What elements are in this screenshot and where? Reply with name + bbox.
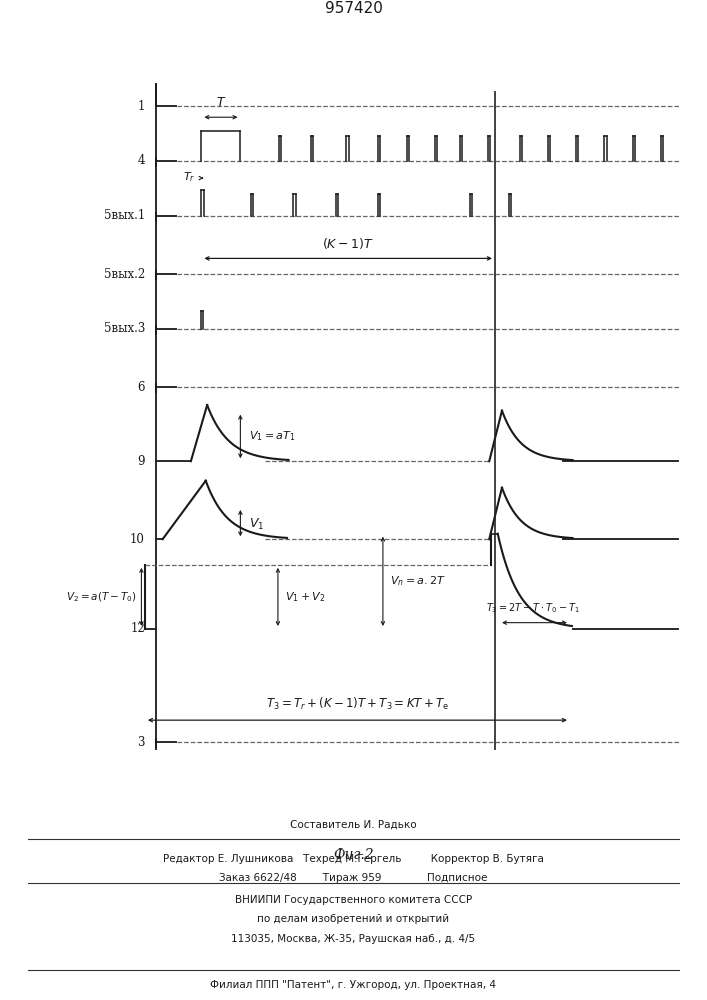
Text: $V_1$: $V_1$: [249, 517, 264, 532]
Text: 5вых.1: 5вых.1: [104, 209, 145, 222]
Text: 6: 6: [137, 381, 145, 394]
Text: 5вых.3: 5вых.3: [103, 322, 145, 335]
Text: Заказ 6622/48        Тираж 959              Подписное: Заказ 6622/48 Тираж 959 Подписное: [219, 873, 488, 883]
Text: Фиг.2: Фиг.2: [333, 848, 374, 862]
Text: 5вых.2: 5вых.2: [104, 267, 145, 280]
Text: Составитель И. Радько: Составитель И. Радько: [290, 819, 417, 829]
Text: 4: 4: [137, 154, 145, 167]
Text: 10: 10: [130, 533, 145, 546]
Text: $V_2=a(T-T_0)$: $V_2=a(T-T_0)$: [66, 590, 136, 604]
Text: 9: 9: [137, 455, 145, 468]
Text: по делам изобретений и открытий: по делам изобретений и открытий: [257, 914, 450, 924]
Text: 3: 3: [137, 736, 145, 748]
Text: 113035, Москва, Ж-35, Раушская наб., д. 4/5: 113035, Москва, Ж-35, Раушская наб., д. …: [231, 934, 476, 944]
Text: $V_1=aT_1$: $V_1=aT_1$: [249, 430, 296, 443]
Text: Филиал ППП "Патент", г. Ужгород, ул. Проектная, 4: Филиал ППП "Патент", г. Ужгород, ул. Про…: [211, 980, 496, 990]
Text: 1: 1: [138, 100, 145, 113]
Text: $(K-1)T$: $(K-1)T$: [322, 236, 374, 251]
Text: ВНИИПИ Государственного комитета СССР: ВНИИПИ Государственного комитета СССР: [235, 895, 472, 905]
Text: $V_1+V_2$: $V_1+V_2$: [285, 590, 325, 604]
Text: $V_n=a.2T$: $V_n=a.2T$: [390, 574, 445, 588]
Text: $T_3=2T-T\cdot T_0-T_1$: $T_3=2T-T\cdot T_0-T_1$: [486, 601, 580, 615]
Text: Редактор Е. Лушникова   Техред М.Гергель         Корректор В. Бутяга: Редактор Е. Лушникова Техред М.Гергель К…: [163, 854, 544, 864]
Text: $T_3=T_r+(K-1)T+T_3=KT+T_\mathrm{e}$: $T_3=T_r+(K-1)T+T_3=KT+T_\mathrm{e}$: [266, 696, 449, 712]
Text: 957420: 957420: [325, 1, 382, 16]
Text: $T_r$: $T_r$: [182, 170, 195, 184]
Text: $T$: $T$: [216, 96, 226, 109]
Text: 12: 12: [130, 622, 145, 635]
